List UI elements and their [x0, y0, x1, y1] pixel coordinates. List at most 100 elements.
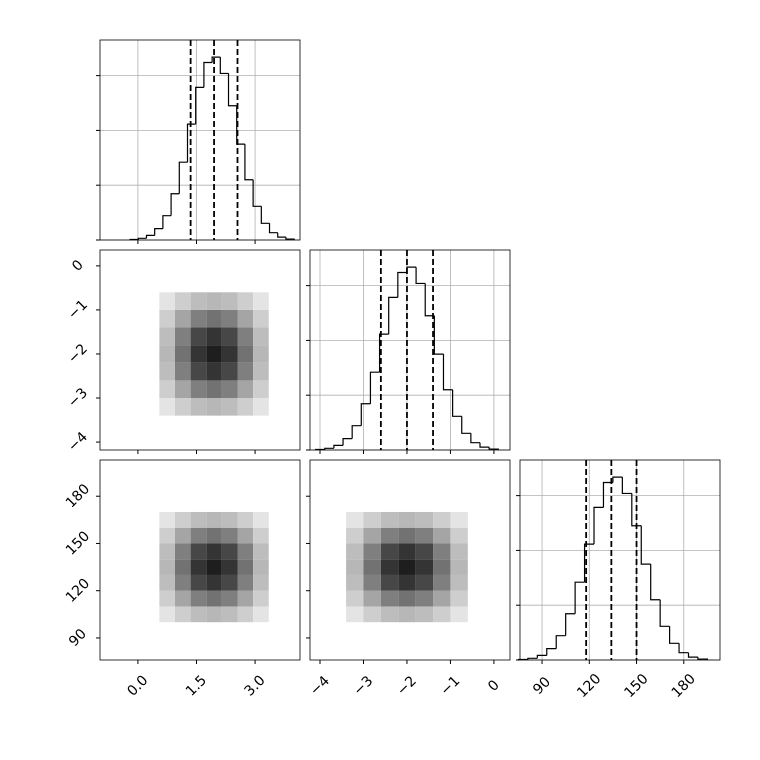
density-cell	[253, 543, 269, 560]
density-cell	[433, 559, 451, 575]
histogram-bar	[333, 444, 344, 449]
histogram-bar	[565, 613, 576, 636]
histogram-bar	[162, 215, 172, 229]
density-cell	[398, 543, 416, 560]
density-cell	[190, 398, 207, 416]
histogram-bar	[219, 57, 229, 75]
density-cell	[237, 292, 254, 310]
density-cell	[450, 527, 468, 544]
density-cell	[221, 362, 238, 381]
density-cell	[380, 527, 399, 544]
histogram-bar	[360, 403, 371, 426]
density-cell	[380, 543, 399, 560]
density-cell	[253, 362, 269, 381]
density-cell	[159, 511, 175, 528]
density-cell	[363, 559, 381, 575]
histogram-bar	[285, 237, 295, 240]
histogram-bar	[260, 206, 270, 224]
histogram-bar	[536, 654, 547, 659]
x-tick-label: −4	[307, 673, 333, 699]
density-cell	[159, 327, 175, 346]
histogram-bar	[178, 161, 188, 194]
y-tick-label: −2	[65, 341, 91, 367]
density-cell	[253, 345, 269, 363]
density-cell	[221, 574, 238, 591]
histogram-bar	[442, 354, 453, 391]
x-tick-label: 180	[669, 671, 699, 701]
histogram-bar	[631, 493, 642, 527]
density-cell	[433, 511, 451, 528]
density-cell	[159, 362, 175, 381]
histogram-bar	[452, 389, 462, 417]
density-cell	[190, 327, 207, 346]
y-tick-label: 90	[66, 626, 90, 650]
density-cell	[415, 543, 434, 560]
density-cell	[206, 292, 222, 310]
density-cell	[175, 380, 191, 399]
histogram-bar	[397, 271, 407, 298]
histogram-bar	[687, 652, 698, 658]
x-tick-label: 1.5	[183, 672, 210, 699]
density-cell	[175, 606, 191, 623]
density-cell	[346, 559, 364, 575]
x-tick-label: 0	[485, 677, 503, 695]
histogram-bar	[678, 643, 689, 654]
density-cell	[450, 574, 468, 591]
y-tick-label: −4	[65, 429, 91, 455]
density-cell	[206, 606, 222, 623]
density-cell	[380, 590, 399, 607]
density-cell	[221, 606, 238, 623]
histogram-bar	[470, 433, 480, 444]
density-cell	[450, 559, 468, 575]
density-cell	[221, 511, 238, 528]
density-cell	[237, 590, 254, 607]
density-cell	[190, 559, 207, 575]
density-cell	[206, 527, 222, 544]
histogram-bar	[268, 223, 278, 234]
y-tick-label: 180	[63, 481, 93, 511]
density-cell	[190, 606, 207, 623]
density-cell	[221, 380, 238, 399]
histogram-bar	[378, 333, 389, 373]
density-cell	[346, 543, 364, 560]
density-cell	[398, 574, 416, 591]
histogram-bar	[203, 61, 213, 88]
panel-frame	[309, 249, 511, 451]
density-cell	[253, 398, 269, 416]
histogram-bar	[527, 657, 538, 660]
density-cell	[175, 345, 191, 363]
density-cell	[237, 511, 254, 528]
density-cell	[206, 559, 222, 575]
density-cell	[398, 590, 416, 607]
x-tick-label: 120	[574, 671, 604, 701]
histogram-bar	[342, 438, 353, 446]
density-cell	[159, 574, 175, 591]
histogram-bar	[154, 228, 163, 236]
density-cell	[253, 574, 269, 591]
panel: 0 −1 −2 −3 −4	[65, 249, 301, 455]
density-cell	[380, 511, 399, 528]
density-cell	[363, 574, 381, 591]
density-cell	[159, 292, 175, 310]
x-tick-label: 90	[530, 674, 554, 698]
histogram-bar	[574, 581, 585, 614]
density-cell	[398, 559, 416, 575]
density-cell	[190, 574, 207, 591]
histogram-bar	[252, 179, 262, 207]
y-tick-label: −3	[65, 385, 91, 411]
density-cell	[190, 292, 207, 310]
density-cell	[190, 380, 207, 399]
panel-frame	[309, 459, 511, 661]
density-cell	[415, 511, 434, 528]
density-cell	[433, 590, 451, 607]
histogram-bar	[593, 506, 604, 545]
histogram-bar	[137, 237, 147, 240]
x-tick-label: −3	[351, 673, 377, 699]
density-cell	[206, 362, 222, 381]
density-cell	[206, 511, 222, 528]
density-cell	[190, 511, 207, 528]
density-cell	[190, 345, 207, 363]
density-cell	[190, 543, 207, 560]
density-cell	[175, 543, 191, 560]
